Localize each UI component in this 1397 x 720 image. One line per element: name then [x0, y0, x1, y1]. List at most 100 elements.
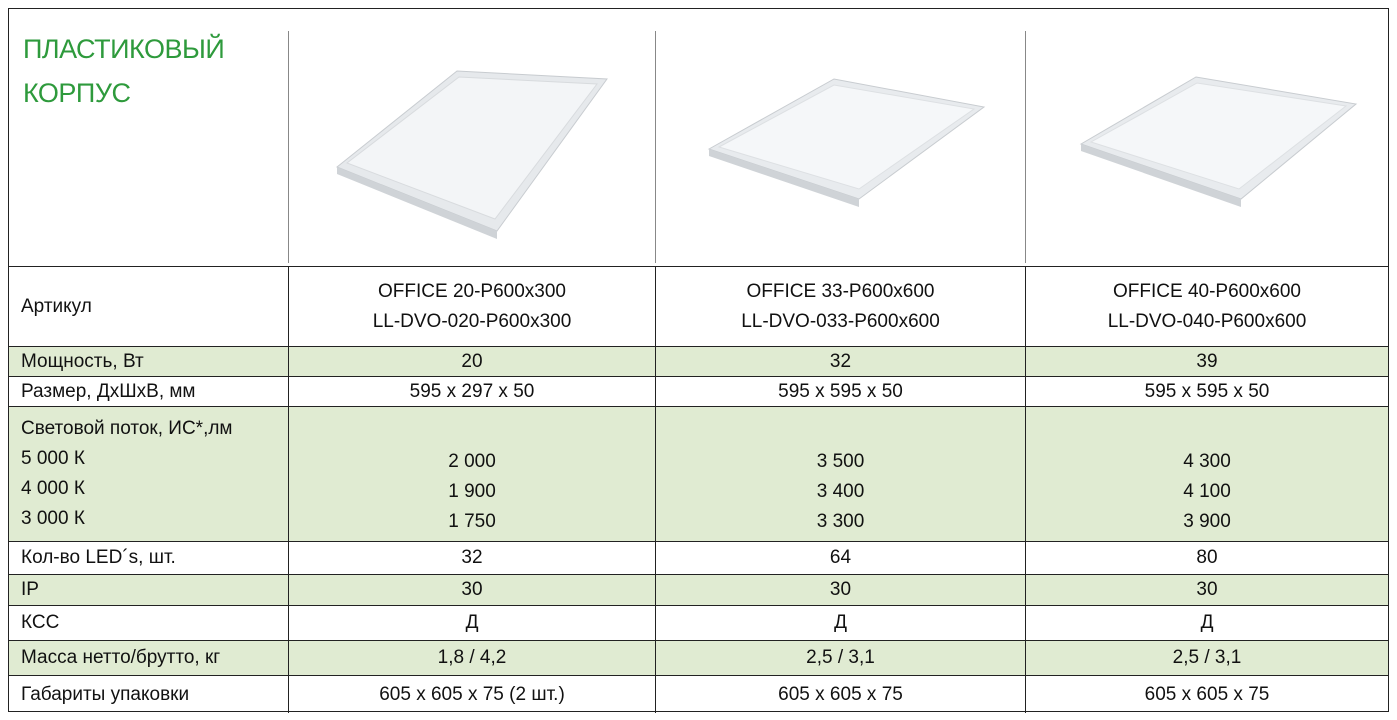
table-cell: 39 [1025, 347, 1388, 376]
text-line: 64 [829, 547, 852, 568]
text-line: OFFICE 20-P600x300 [378, 280, 566, 302]
text-line: OFFICE 40-P600x600 [1113, 280, 1301, 302]
table-cell: OFFICE 33-P600x600 LL-DVO-033-P600x600 [655, 267, 1025, 346]
text-line: Световой поток, ИС*,лм [21, 418, 233, 439]
table-cell: 3 500 3 400 3 300 [655, 407, 1025, 541]
text-line: 3 900 [1183, 511, 1231, 532]
table-row: Масса нетто/брутто, кг 1,8 / 4,2 2,5 / 3,1… [9, 640, 1388, 675]
title-line: ПЛАСТИКОВЫЙ [23, 34, 225, 64]
text-line: LL-DVO-033-P600x600 [741, 310, 940, 332]
text-line: OFFICE 33-P600x600 [746, 280, 935, 302]
row-label: Габариты упаковки [9, 676, 288, 713]
table-cell: OFFICE 40-P600x600 LL-DVO-040-P600x600 [1025, 267, 1388, 346]
text-line: 1 750 [448, 511, 496, 532]
text-line: 595 x 297 x 50 [409, 380, 535, 402]
text-line: 3 500 [816, 451, 865, 472]
divider [655, 31, 656, 263]
table-row: Габариты упаковки 605 x 605 x 75 (2 шт.) 6… [9, 675, 1388, 713]
table-cell: 64 [655, 542, 1025, 574]
table-cell: 605 x 605 x 75 [1025, 676, 1388, 713]
product-image [707, 78, 986, 207]
text-line: 3 400 [816, 481, 865, 502]
table-cell: Д [655, 606, 1025, 640]
text-line: Артикул [21, 295, 92, 317]
text-line: 605 x 605 x 75 [1144, 683, 1270, 705]
table-row: Световой поток, ИС*,лм 5 000 К 4 000 К 3 00… [9, 406, 1388, 541]
table-cell: Д [1025, 606, 1388, 640]
table-cell: Д [288, 606, 655, 640]
text-line: 80 [1196, 547, 1218, 568]
table-cell: 30 [1025, 575, 1388, 605]
text-line: LL-DVO-020-P600x300 [372, 310, 572, 332]
text-line: Габариты упаковки [21, 683, 190, 705]
table-cell: 4 300 4 100 3 900 [1025, 407, 1388, 541]
text-line: 1,8 / 4,2 [437, 647, 507, 668]
product-image [336, 70, 608, 239]
table-cell: 2 000 1 900 1 750 [288, 407, 655, 541]
row-label: Размер, ДхШхВ, мм [9, 377, 288, 406]
text-line: Кол-во LED´s, шт. [21, 547, 176, 568]
table-cell: 605 x 605 x 75 (2 шт.) [288, 676, 655, 713]
text-line: IP [21, 579, 39, 600]
row-label: Масса нетто/брутто, кг [9, 641, 288, 675]
text-line: 39 [1196, 350, 1218, 372]
text-line: 4 000 К [21, 478, 85, 499]
table-cell: 20 [288, 347, 655, 376]
text-line: 30 [829, 579, 852, 600]
divider [288, 31, 289, 263]
text-line: Д [465, 612, 479, 633]
spec-sheet: ПЛАСТИКОВЫЙ КОРПУС Артикул OFFICE 20-P600… [8, 8, 1389, 713]
text-line: 32 [829, 350, 852, 372]
text-line: 32 [461, 547, 483, 568]
row-label: КСС [9, 606, 288, 640]
text-line: 3 000 К [21, 508, 85, 529]
text-line: 2,5 / 3,1 [806, 647, 875, 668]
table-cell: 30 [288, 575, 655, 605]
text-line: 595 x 595 x 50 [1144, 380, 1270, 402]
table-row: Артикул OFFICE 20-P600x300 LL-DVO-020-P600… [9, 266, 1388, 346]
text-line: Масса нетто/брутто, кг [21, 647, 221, 668]
table-row: Кол-во LED´s, шт. 32 64 80 [9, 541, 1388, 574]
table-cell: 595 x 297 x 50 [288, 377, 655, 406]
text-line: 2,5 / 3,1 [1172, 647, 1242, 668]
row-label: Мощность, Вт [9, 347, 288, 376]
text-line: Мощность, Вт [21, 350, 144, 372]
text-line: Д [834, 612, 847, 633]
product-image [1079, 76, 1358, 207]
table-row: Мощность, Вт 20 32 39 [9, 346, 1388, 376]
table-cell: 2,5 / 3,1 [1025, 641, 1388, 675]
table-cell: 595 x 595 x 50 [655, 377, 1025, 406]
text-line: LL-DVO-040-P600x600 [1107, 310, 1307, 332]
row-label: Кол-во LED´s, шт. [9, 542, 288, 574]
row-label: Артикул [9, 267, 288, 346]
table-cell: 605 x 605 x 75 [655, 676, 1025, 713]
text-line: 5 000 К [21, 448, 85, 469]
table-cell: 80 [1025, 542, 1388, 574]
text-line: 30 [461, 579, 483, 600]
text-line: 4 300 [1183, 451, 1231, 472]
text-line: 1 900 [448, 481, 496, 502]
text-line: 4 100 [1183, 481, 1231, 502]
text-line: 2 000 [448, 451, 496, 472]
table-cell: 30 [655, 575, 1025, 605]
text-line: КСС [21, 612, 60, 633]
title-line: КОРПУС [23, 78, 131, 108]
table-row: Размер, ДхШхВ, мм 595 x 297 x 50 595 x 595… [9, 376, 1388, 406]
row-label: Световой поток, ИС*,лм 5 000 К 4 000 К 3 00… [9, 407, 288, 541]
table-cell: 1,8 / 4,2 [288, 641, 655, 675]
text-line: 30 [1196, 579, 1218, 600]
divider [1025, 31, 1026, 263]
text-line: 20 [461, 350, 483, 372]
text-line: Размер, ДхШхВ, мм [21, 380, 196, 402]
table-row: IP 30 30 30 [9, 574, 1388, 605]
title: ПЛАСТИКОВЫЙ КОРПУС [23, 27, 225, 115]
table-cell: OFFICE 20-P600x300 LL-DVO-020-P600x300 [288, 267, 655, 346]
table-cell: 32 [655, 347, 1025, 376]
table-cell: 32 [288, 542, 655, 574]
text-line: 595 x 595 x 50 [778, 380, 903, 402]
text-line: Д [1200, 612, 1214, 633]
text-line: 605 x 605 x 75 [778, 683, 903, 705]
table-row: КСС Д Д Д [9, 605, 1388, 640]
table-cell: 595 x 595 x 50 [1025, 377, 1388, 406]
